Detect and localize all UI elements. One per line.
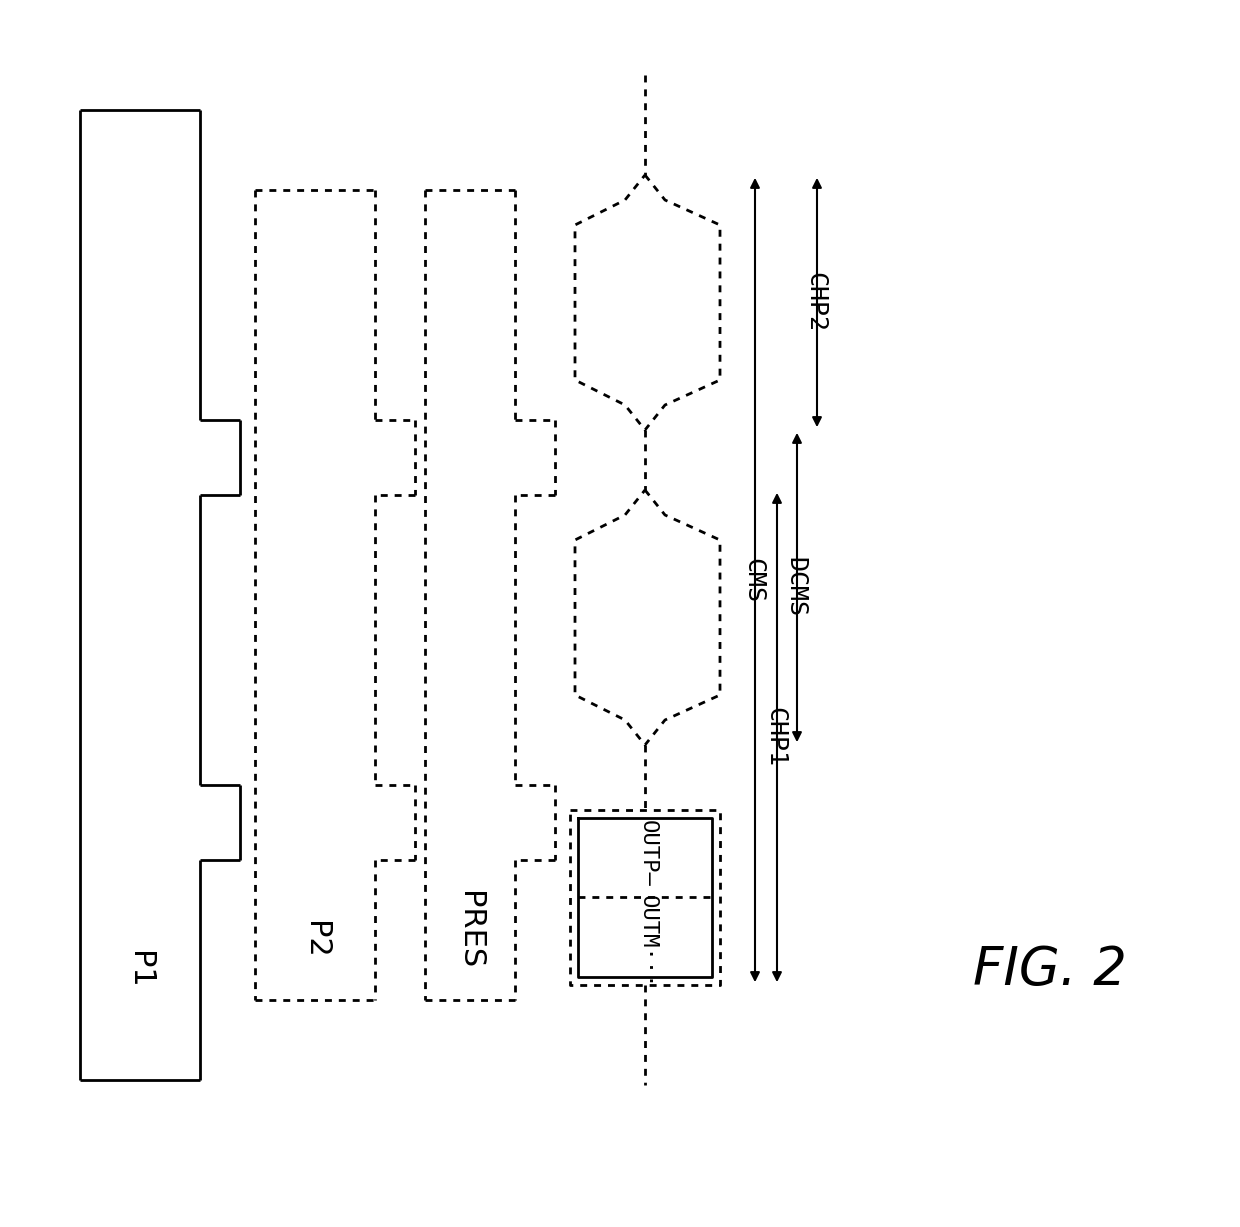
Text: CMS: CMS: [742, 557, 765, 602]
Text: OUTM···: OUTM···: [639, 896, 658, 989]
Text: FIG. 2: FIG. 2: [973, 944, 1127, 996]
Text: PRES: PRES: [455, 891, 485, 969]
Text: CHP1: CHP1: [763, 707, 787, 767]
Text: P2: P2: [300, 921, 330, 958]
Text: DCMS: DCMS: [782, 557, 807, 617]
Text: OUTP—: OUTP—: [639, 820, 658, 886]
Text: P1: P1: [125, 951, 155, 989]
Text: CHP2: CHP2: [804, 272, 827, 333]
